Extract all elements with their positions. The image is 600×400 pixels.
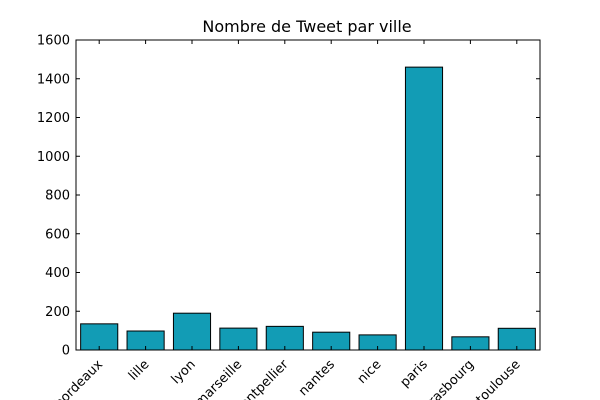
x-tick-label: marseille <box>192 357 245 400</box>
bars-group <box>80 66 536 351</box>
y-tick-label: 1600 <box>37 34 70 49</box>
x-tick-label: nice <box>355 357 385 387</box>
bar-bordeaux <box>80 323 119 351</box>
x-tick-label: lyon <box>169 357 199 387</box>
y-tick-label: 1400 <box>37 72 70 87</box>
x-tick-label: bordeaux <box>52 357 106 400</box>
y-tick-label: 0 <box>62 344 70 359</box>
y-tick-label: 1000 <box>37 150 70 165</box>
y-tick-label: 800 <box>45 189 70 204</box>
bar-lyon <box>172 312 212 351</box>
y-tick-label: 1200 <box>37 111 70 126</box>
y-tick-label: 200 <box>45 305 70 320</box>
x-tick-label: toulouse <box>474 357 524 400</box>
plot-frame <box>75 39 541 351</box>
y-tick-label: 400 <box>45 266 70 281</box>
x-tick-label: paris <box>398 357 431 390</box>
y-tick-label: 600 <box>45 227 70 242</box>
bar-paris <box>404 66 444 351</box>
x-tick-label: lille <box>126 357 152 383</box>
x-tick-label: nantes <box>296 357 338 399</box>
chart-title: Nombre de Tweet par ville <box>202 17 411 36</box>
y-axis: 0 200 400 600 800 1000 1200 1400 1600 <box>37 34 540 359</box>
